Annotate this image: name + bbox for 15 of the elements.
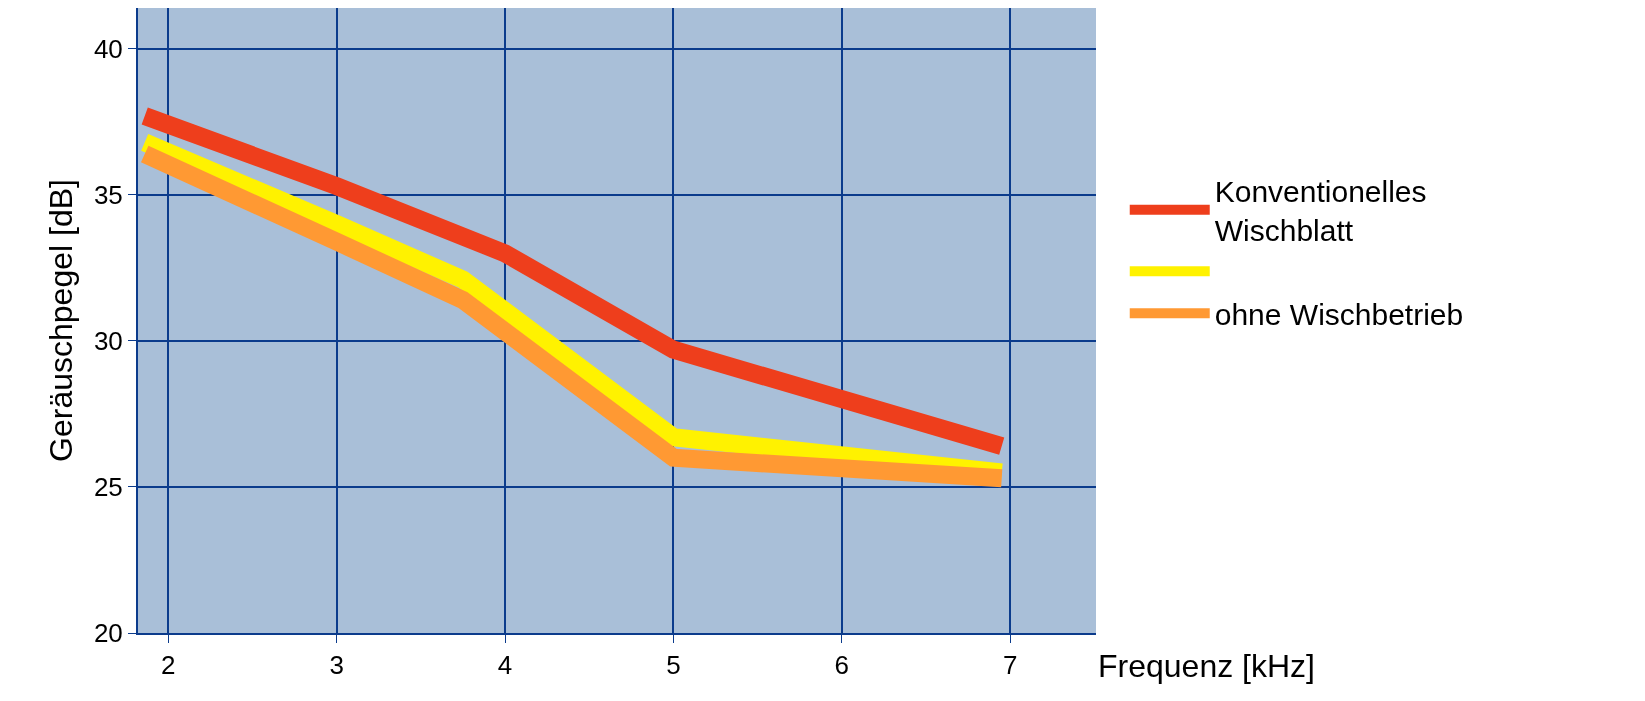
y-tick-label: 20 (93, 618, 123, 649)
y-axis-title: Geräuschpegel [dB] (42, 179, 79, 462)
y-tick-label: 30 (93, 326, 123, 357)
x-tick-label: 7 (1002, 650, 1018, 681)
x-tick-label: 4 (497, 650, 513, 681)
x-tick-label: 3 (329, 650, 344, 681)
x-axis-title: Frequenz [kHz] (1098, 648, 1315, 684)
legend-label: Konventionelles Wischblatt (1214, 174, 1427, 247)
y-tick-label: 40 (93, 33, 123, 64)
x-tick-label: 2 (161, 650, 176, 681)
x-tick-label: 6 (834, 650, 849, 681)
x-tick-label: 5 (666, 650, 681, 681)
y-tick-label: 25 (93, 472, 123, 503)
y-tick-label: 35 (93, 180, 123, 211)
legend-label: ohne Wischbetrieb (1214, 297, 1464, 331)
